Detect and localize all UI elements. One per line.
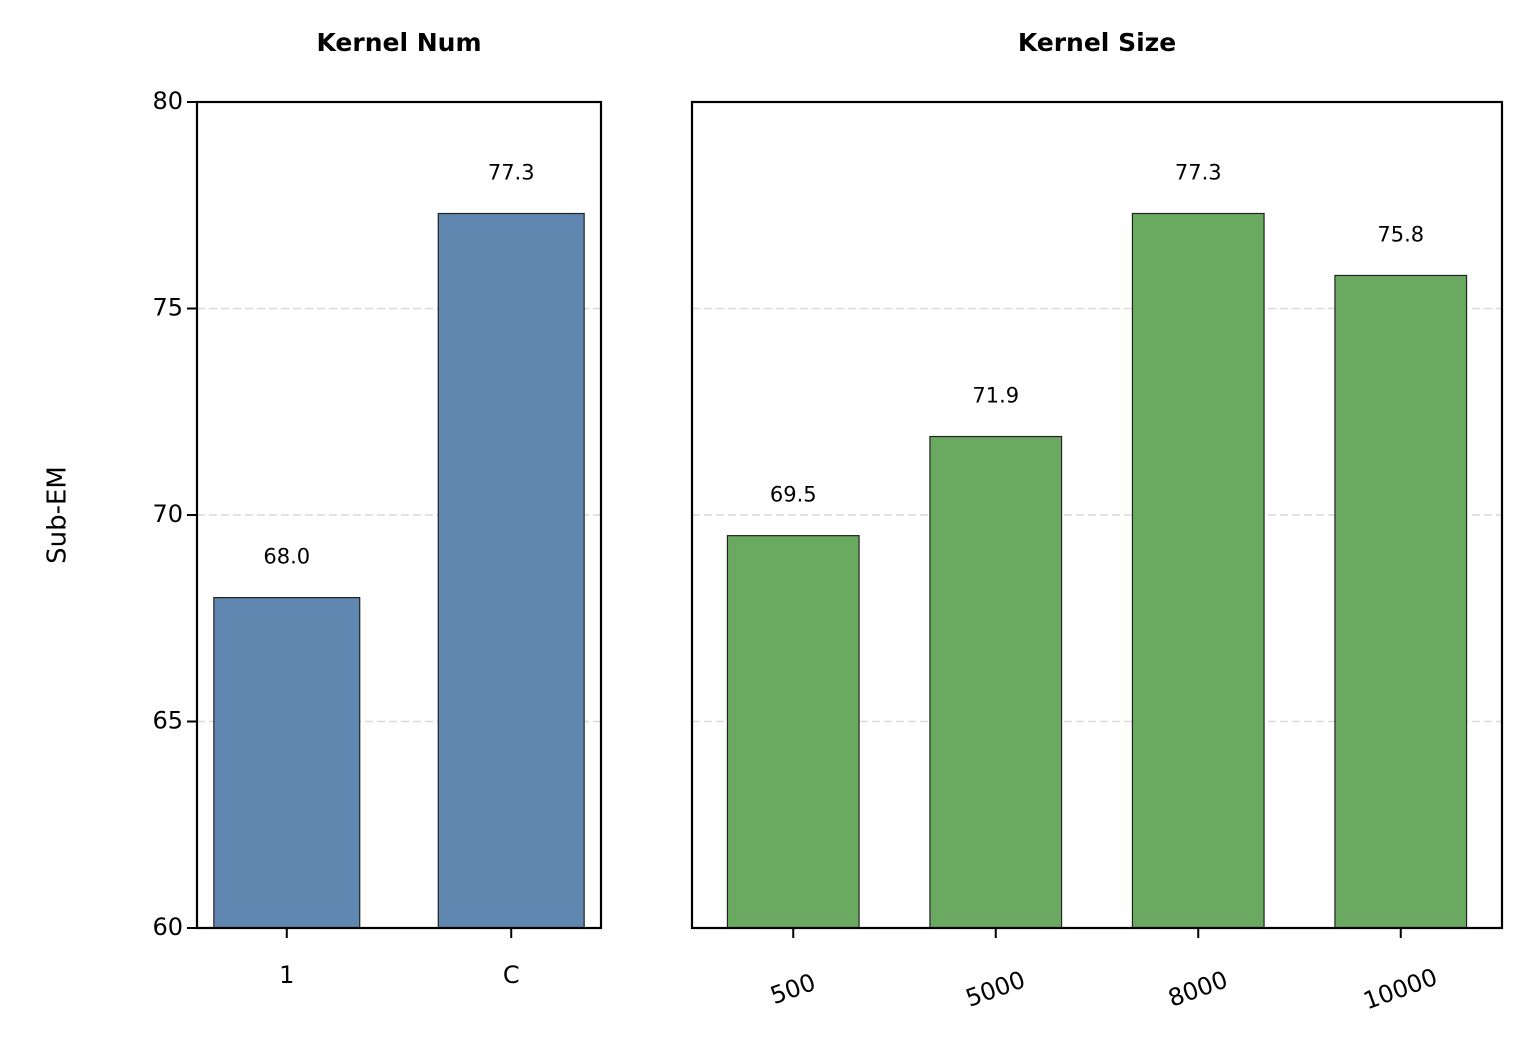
- axes-frame: [195, 100, 603, 930]
- bar: [1131, 212, 1265, 929]
- y-tick-label: 80: [152, 87, 183, 115]
- value-label: 75.8: [1377, 222, 1424, 246]
- bar: [929, 435, 1063, 929]
- subplot-title: Kernel Num: [316, 28, 481, 57]
- bar: [726, 535, 860, 929]
- bar: [1334, 274, 1468, 929]
- bar: [437, 212, 585, 929]
- y-tick-label: 65: [152, 707, 183, 735]
- subplot-title: Kernel Size: [1018, 28, 1176, 57]
- value-label: 68.0: [263, 545, 310, 569]
- x-tick-label: 10000: [1360, 963, 1441, 1015]
- y-axis-label: Sub-EM: [43, 466, 73, 564]
- y-tick-label: 70: [152, 500, 183, 528]
- value-label: 71.9: [972, 384, 1019, 408]
- x-tick-label: 5000: [962, 965, 1029, 1012]
- y-tick-label: 60: [152, 913, 183, 941]
- value-label: 77.3: [488, 161, 535, 185]
- bar: [213, 596, 361, 929]
- value-label: 69.5: [770, 483, 817, 507]
- value-label: 77.3: [1175, 161, 1222, 185]
- y-tick-label: 75: [152, 294, 183, 322]
- x-tick-label: 8000: [1164, 965, 1231, 1012]
- x-tick-label: 500: [767, 968, 820, 1010]
- axes-frame: [690, 100, 1504, 930]
- x-tick-label: 1: [279, 961, 294, 989]
- x-tick-label: C: [503, 961, 520, 989]
